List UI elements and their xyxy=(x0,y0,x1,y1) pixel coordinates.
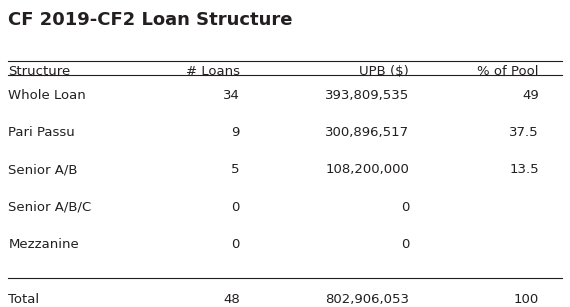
Text: 49: 49 xyxy=(522,88,539,102)
Text: 393,809,535: 393,809,535 xyxy=(325,88,409,102)
Text: CF 2019-CF2 Loan Structure: CF 2019-CF2 Loan Structure xyxy=(9,11,293,29)
Text: 9: 9 xyxy=(231,126,240,139)
Text: 0: 0 xyxy=(401,238,409,251)
Text: 5: 5 xyxy=(231,163,240,176)
Text: # Loans: # Loans xyxy=(186,65,240,78)
Text: UPB ($): UPB ($) xyxy=(360,65,409,78)
Text: 37.5: 37.5 xyxy=(510,126,539,139)
Text: Structure: Structure xyxy=(9,65,71,78)
Text: 0: 0 xyxy=(231,238,240,251)
Text: Total: Total xyxy=(9,293,39,306)
Text: 0: 0 xyxy=(401,200,409,214)
Text: 48: 48 xyxy=(223,293,240,306)
Text: % of Pool: % of Pool xyxy=(478,65,539,78)
Text: 802,906,053: 802,906,053 xyxy=(325,293,409,306)
Text: Pari Passu: Pari Passu xyxy=(9,126,75,139)
Text: Whole Loan: Whole Loan xyxy=(9,88,86,102)
Text: 108,200,000: 108,200,000 xyxy=(325,163,409,176)
Text: 100: 100 xyxy=(514,293,539,306)
Text: 34: 34 xyxy=(223,88,240,102)
Text: Senior A/B: Senior A/B xyxy=(9,163,78,176)
Text: 300,896,517: 300,896,517 xyxy=(325,126,409,139)
Text: 13.5: 13.5 xyxy=(510,163,539,176)
Text: Senior A/B/C: Senior A/B/C xyxy=(9,200,92,214)
Text: 0: 0 xyxy=(231,200,240,214)
Text: Mezzanine: Mezzanine xyxy=(9,238,79,251)
